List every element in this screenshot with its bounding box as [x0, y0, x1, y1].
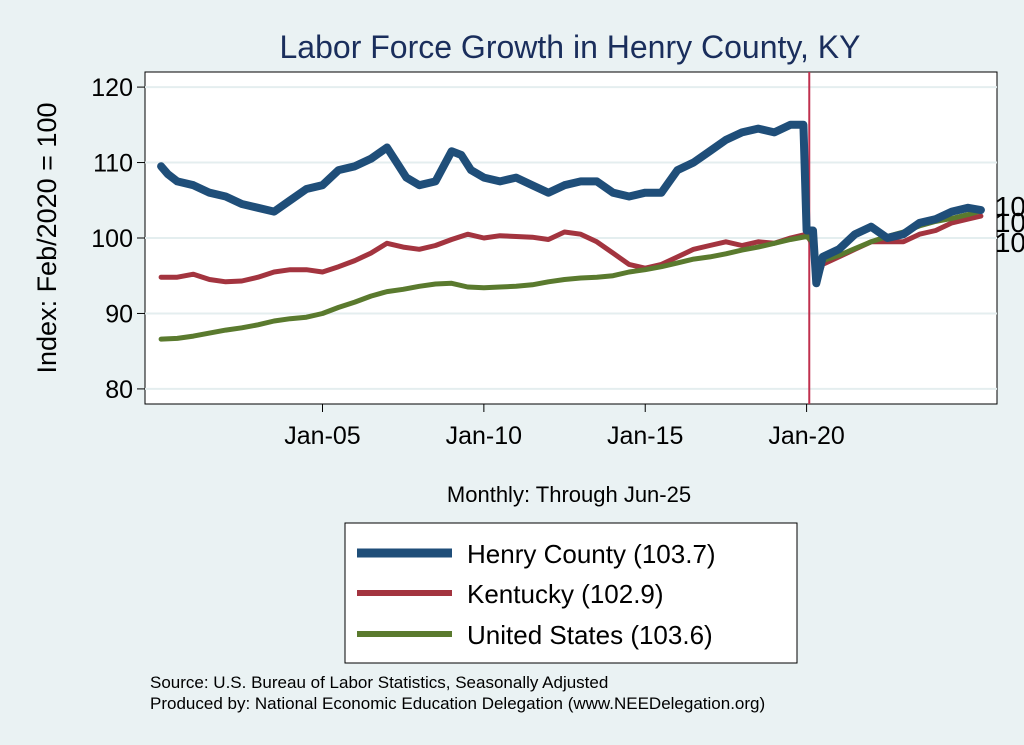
chart-title: Labor Force Growth in Henry County, KY — [280, 29, 861, 65]
produced-by-note: Produced by: National Economic Education… — [150, 694, 765, 713]
gridlines — [145, 86, 997, 390]
legend: Henry County (103.7) Kentucky (102.9) Un… — [344, 522, 798, 664]
x-tick-label: Jan-05 — [284, 422, 360, 450]
y-tick-label: 90 — [105, 300, 133, 328]
x-tick-label: Jan-20 — [768, 422, 844, 450]
x-tick-label: Jan-15 — [607, 422, 683, 450]
end-label-henry: 103.7 — [995, 191, 1024, 222]
series-line-henry — [157, 120, 985, 288]
y-axis-title: Index: Feb/2020 = 100 — [32, 103, 62, 374]
series-line-us — [158, 208, 984, 342]
x-tick-label: Jan-10 — [446, 422, 522, 450]
end-labels: 103.7 103.6 102.9 — [995, 191, 1024, 258]
end-label-kentucky: 102.9 — [995, 227, 1024, 258]
y-tick-label: 110 — [93, 150, 133, 178]
y-tick-label: 80 — [105, 376, 133, 404]
x-axis-title: Monthly: Through Jun-25 — [447, 482, 691, 507]
end-label-us: 103.6 — [995, 207, 1024, 238]
y-tick-label: 100 — [91, 225, 133, 253]
legend-label-henry: Henry County (103.7) — [467, 539, 716, 569]
y-tick-label: 120 — [91, 74, 133, 102]
source-note: Source: U.S. Bureau of Labor Statistics,… — [150, 673, 608, 692]
legend-label-us: United States (103.6) — [467, 620, 713, 650]
axes: 80 90 100 110 120 Jan-05 Jan-10 Jan-15 Jan-20 — [91, 74, 845, 450]
series-lines — [157, 120, 985, 342]
legend-label-kentucky: Kentucky (102.9) — [467, 579, 664, 609]
